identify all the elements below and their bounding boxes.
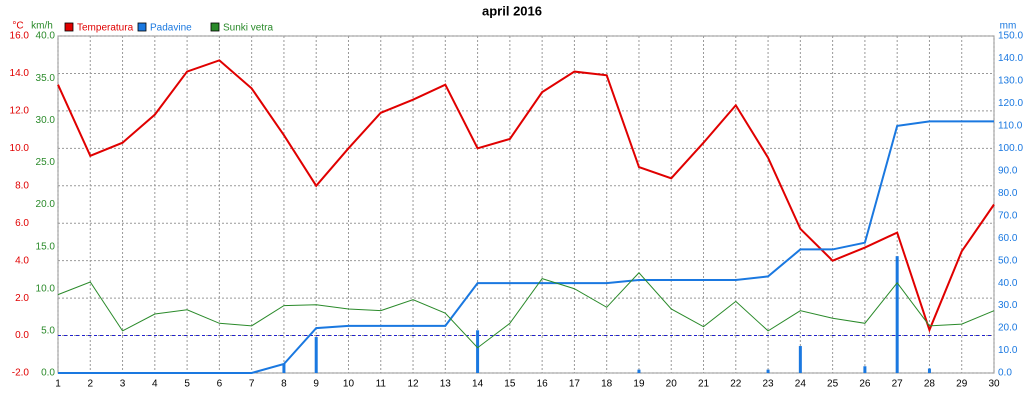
y3-tick-label: 10.0 [998,345,1018,356]
x-tick-label: 16 [537,379,549,390]
chart-title: april 2016 [482,3,542,18]
x-tick-label: 14 [472,379,484,390]
y-unit: °C [12,21,23,32]
x-tick-label: 27 [892,379,904,390]
x-tick-label: 15 [504,379,516,390]
y3-tick-label: 30.0 [998,300,1018,311]
x-tick-label: 7 [249,379,255,390]
y-tick-label: 0.0 [15,330,29,341]
y-tick-label: 8.0 [15,180,29,191]
x-tick-label: 13 [440,379,452,390]
y-tick-label: 4.0 [15,255,29,266]
x-tick-label: 10 [343,379,355,390]
y2-tick-label: 15.0 [36,241,56,252]
y-tick-label: 10.0 [10,143,30,154]
y3-tick-label: 80.0 [998,188,1018,199]
x-tick-label: 20 [666,379,678,390]
y3-tick-label: 0.0 [998,368,1012,379]
x-tick-label: 22 [730,379,742,390]
y2-tick-label: 0.0 [41,368,55,379]
y2-tick-label: 35.0 [36,73,56,84]
y3-tick-label: 130.0 [998,76,1023,87]
y3-tick-label: 90.0 [998,165,1018,176]
x-tick-label: 26 [859,379,871,390]
legend-label: Sunki vetra [223,23,273,34]
precipitation-bar [637,369,641,373]
y2-tick-label: 25.0 [36,157,56,168]
precipitation-bar [863,366,867,373]
y3-tick-label: 100.0 [998,143,1023,154]
y3-tick-label: 20.0 [998,323,1018,334]
precipitation-bar [282,364,286,373]
x-tick-label: 6 [217,379,223,390]
y3-tick-label: 50.0 [998,255,1018,266]
x-tick-label: 24 [795,379,807,390]
legend-swatch [210,22,220,32]
legend-swatch [137,22,147,32]
x-tick-label: 11 [376,379,387,390]
x-tick-label: 28 [924,379,936,390]
y2-tick-label: 30.0 [36,115,56,126]
x-tick-label: 8 [281,379,287,390]
y3-tick-label: 120.0 [998,98,1023,109]
x-tick-label: 12 [407,379,419,390]
legend-label: Padavine [150,23,192,34]
y3-tick-label: 40.0 [998,278,1018,289]
y3-tick-label: 150.0 [998,31,1023,42]
x-tick-label: 4 [152,379,158,390]
x-tick-label: 5 [184,379,190,390]
x-tick-label: 29 [956,379,968,390]
x-tick-label: 1 [55,379,61,390]
y2-tick-label: 5.0 [41,326,55,337]
y-tick-label: -2.0 [12,368,30,379]
x-tick-label: 19 [633,379,645,390]
series-line [57,272,995,349]
y3-tick-label: 70.0 [998,210,1018,221]
y3-tick-label: 110.0 [998,121,1023,132]
precipitation-bar [766,369,770,373]
y2-tick-label: 40.0 [36,31,56,42]
precipitation-bar [895,256,899,373]
y-tick-label: 2.0 [15,293,29,304]
precipitation-bar [798,346,802,373]
x-tick-label: 21 [698,379,710,390]
legend-swatch [64,22,74,32]
y-tick-label: 16.0 [10,31,30,42]
precipitation-bar [476,330,480,373]
precipitation-bar [927,368,931,373]
y-tick-label: 14.0 [10,68,30,79]
y3-tick-label: 60.0 [998,233,1018,244]
precipitation-bar [314,337,318,373]
x-tick-label: 18 [601,379,613,390]
y2-unit: km/h [31,21,53,32]
x-tick-label: 17 [569,379,581,390]
y-tick-label: 12.0 [10,106,30,117]
y2-tick-label: 20.0 [36,199,56,210]
y2-tick-label: 10.0 [36,283,56,294]
x-tick-label: 23 [763,379,775,390]
x-tick-label: 2 [87,379,93,390]
x-tick-label: 30 [988,379,1000,390]
series-line [58,120,994,374]
x-tick-label: 3 [120,379,126,390]
x-tick-label: 25 [827,379,839,390]
x-tick-label: 9 [313,379,319,390]
y3-tick-label: 140.0 [998,53,1023,64]
series-line [57,59,995,333]
y-tick-label: 6.0 [15,218,29,229]
y3-unit: mm [1000,21,1017,32]
legend-label: Temperatura [77,23,134,34]
